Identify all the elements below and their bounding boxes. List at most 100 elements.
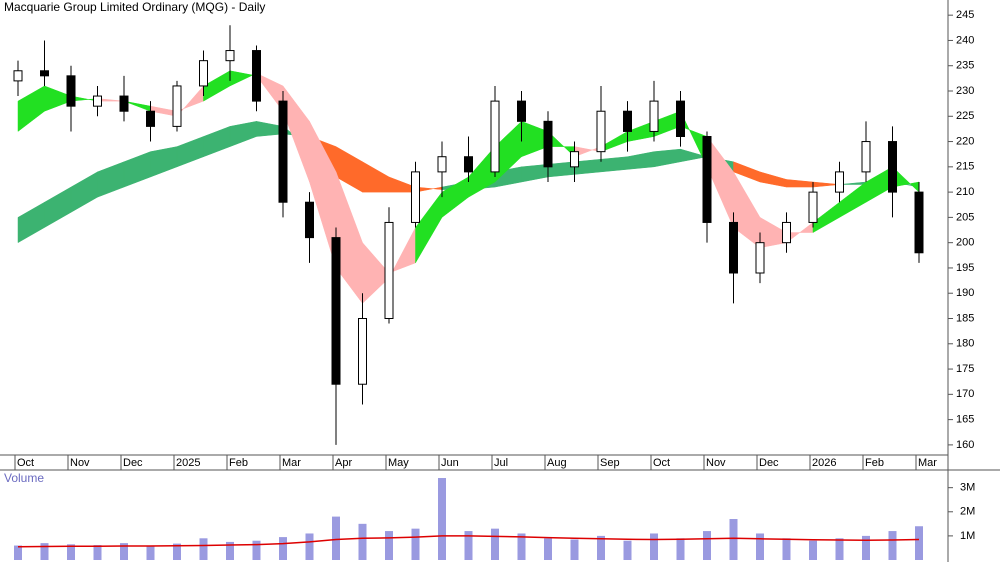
y-tick-label: 1M [960,530,975,542]
y-tick-label: 2M [960,506,975,518]
y-tick-label: 180 [956,338,974,350]
volume-bar [173,543,181,560]
volume-bar [517,533,526,560]
volume-bar [650,533,658,560]
x-tick-label: Oct [17,457,34,469]
volume-bar [332,516,340,560]
candle-body [808,191,818,223]
x-tick-label: Jul [494,457,508,469]
volume-bar [385,531,393,560]
y-tick-label: 185 [956,312,974,324]
y-tick-label: 210 [956,186,974,198]
volume-bar [279,537,287,560]
candle-body [914,191,924,254]
candle-body [490,100,500,173]
y-tick-label: 245 [956,9,974,21]
volume-bar [888,531,897,560]
y-tick-label: 230 [956,85,974,97]
volume-bar [676,538,685,560]
candle-body [13,70,23,82]
x-tick-label: Feb [865,457,884,469]
x-tick-label: Mar [282,457,301,469]
candle-body [358,318,367,385]
candle-body [596,110,606,153]
candle-body [570,151,579,168]
volume-bar [570,539,579,560]
volume-bar [597,535,605,560]
x-tick-label: Apr [335,457,352,469]
volume-bar [438,478,446,560]
candle-body [225,50,235,62]
x-tick-label: May [388,457,409,469]
candle-body [146,110,155,127]
y-tick-label: 195 [956,262,974,274]
candle-body [755,242,765,274]
volume-bar [93,545,102,560]
candle-body [464,156,473,173]
volume-bar [623,540,632,560]
candle-body [278,100,288,203]
candle-body [649,100,659,132]
volume-bar [491,528,499,560]
candle-body [66,75,76,107]
y-tick-label: 220 [956,135,974,147]
volume-bar [226,541,234,560]
candle-body [543,120,553,168]
x-tick-label: Feb [229,457,248,469]
candle-body [702,136,712,223]
x-tick-label: Dec [123,457,143,469]
y-tick-label: 165 [956,414,974,426]
volume-bar [120,543,128,560]
y-tick-label: 240 [956,34,974,46]
x-tick-label: Mar [918,457,937,469]
volume-bar [67,544,75,560]
x-tick-label: Oct [653,457,670,469]
candle-body [305,201,314,239]
volume-title: Volume [4,471,44,485]
candle-body [888,141,897,193]
x-tick-label: Nov [70,457,90,469]
candle-body [676,100,685,138]
candle-body [384,221,394,319]
volume-bar [756,533,764,560]
candle-body [517,100,526,122]
y-tick-label: 175 [956,363,974,375]
x-tick-label: Dec [759,457,779,469]
y-tick-label: 200 [956,237,974,249]
x-tick-label: Aug [547,457,567,469]
volume-bar [862,535,870,560]
candle-body [93,95,102,107]
volume-bar [835,538,844,560]
y-tick-label: 215 [956,161,974,173]
x-tick-label: Jun [441,457,459,469]
volume-bar [40,543,49,560]
volume-bar [14,545,22,560]
y-tick-label: 170 [956,388,974,400]
y-tick-label: 160 [956,439,974,451]
x-tick-label: Sep [600,457,620,469]
y-tick-label: 205 [956,211,974,223]
y-tick-label: 225 [956,110,974,122]
candle-body [437,156,447,173]
chart-title: Macquarie Group Limited Ordinary (MQG) -… [4,0,265,14]
volume-bar [464,531,473,560]
volume-bar [729,519,738,560]
volume-bar [252,540,261,560]
volume-bar [915,526,923,560]
ma-band [600,156,628,173]
volume-bar [782,538,791,560]
candle-body [40,70,49,77]
y-tick-label: 235 [956,60,974,72]
volume-bar [411,528,420,560]
ma-band [680,148,708,163]
candle-body [861,141,871,173]
candle-body [331,237,341,385]
y-tick-label: 3M [960,482,975,494]
volume-average [17,535,920,548]
candle-body [782,221,791,244]
volume-bar [305,533,314,560]
candle-body [172,85,182,127]
volume-bar [544,538,552,560]
